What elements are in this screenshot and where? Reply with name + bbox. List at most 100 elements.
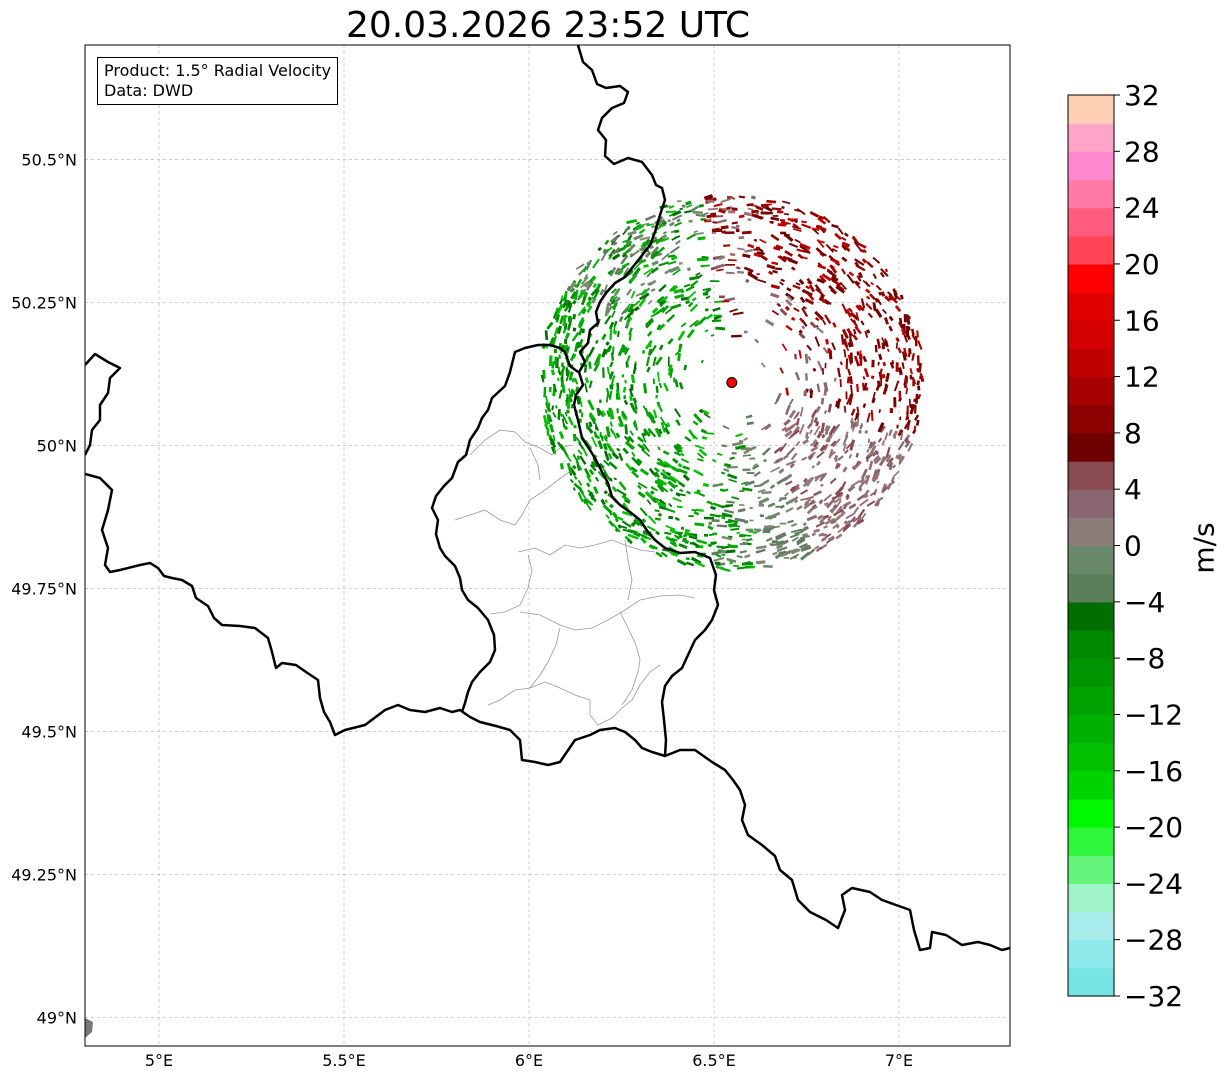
velocity-echo	[835, 533, 843, 540]
velocity-echo	[803, 390, 807, 397]
velocity-echo	[680, 296, 690, 301]
velocity-echo	[781, 426, 788, 432]
velocity-echo	[545, 404, 552, 413]
velocity-echo	[643, 267, 654, 276]
colorbar-segment	[1068, 348, 1114, 378]
velocity-echo	[823, 381, 829, 392]
velocity-echo	[856, 241, 867, 249]
velocity-echo	[754, 338, 760, 344]
velocity-echo	[897, 440, 905, 451]
velocity-echo	[765, 517, 773, 520]
velocity-echo	[783, 556, 790, 559]
velocity-echo	[839, 361, 843, 366]
velocity-echo	[728, 478, 737, 483]
velocity-echo	[905, 325, 910, 337]
velocity-echo	[672, 497, 682, 503]
velocity-echo	[822, 215, 831, 224]
velocity-echo	[547, 402, 551, 408]
velocity-echo	[669, 265, 680, 273]
velocity-echo	[667, 480, 677, 489]
velocity-echo	[676, 443, 682, 448]
velocity-echo	[659, 461, 667, 468]
velocity-echo	[845, 442, 853, 450]
velocity-echo	[838, 494, 844, 498]
lon-tick-label: 6°E	[515, 1051, 543, 1070]
velocity-echo	[894, 305, 902, 313]
velocity-echo	[881, 373, 886, 379]
velocity-echo	[779, 308, 788, 316]
velocity-echo	[678, 382, 684, 390]
velocity-echo	[813, 425, 821, 436]
velocity-echo	[554, 356, 558, 366]
velocity-echo	[674, 379, 679, 388]
velocity-echo	[609, 421, 613, 427]
velocity-echo	[644, 251, 652, 258]
velocity-echo	[747, 272, 759, 281]
velocity-echo	[854, 415, 859, 421]
velocity-echo	[857, 271, 864, 279]
velocity-echo	[798, 329, 803, 334]
velocity-echo	[616, 382, 620, 391]
velocity-echo	[803, 250, 811, 254]
velocity-echo	[816, 238, 825, 249]
velocity-echo	[673, 451, 682, 457]
velocity-echo	[606, 302, 611, 307]
velocity-echo	[883, 317, 889, 325]
velocity-echo	[664, 307, 673, 315]
velocity-echo	[614, 267, 621, 276]
velocity-echo	[674, 221, 682, 227]
velocity-echo	[600, 252, 607, 262]
velocity-echo	[736, 555, 743, 559]
colorbar-segment	[1068, 404, 1114, 434]
velocity-echo	[602, 443, 608, 451]
velocity-echo	[878, 353, 883, 361]
velocity-echo	[665, 525, 676, 531]
velocity-echo	[712, 532, 717, 536]
velocity-echo	[900, 432, 904, 441]
velocity-echo	[888, 294, 898, 304]
velocity-echo	[808, 454, 814, 461]
velocity-echo	[567, 302, 573, 313]
velocity-echo	[647, 515, 657, 525]
velocity-echo	[716, 452, 723, 456]
velocity-echo	[820, 422, 826, 434]
velocity-echo	[579, 289, 585, 298]
velocity-echo	[552, 383, 558, 393]
velocity-echo	[656, 477, 668, 486]
velocity-echo	[778, 446, 784, 451]
velocity-echo	[652, 378, 656, 385]
velocity-echo	[867, 438, 870, 444]
velocity-echo	[828, 285, 838, 295]
velocity-echo	[798, 332, 806, 340]
velocity-echo	[669, 475, 680, 483]
velocity-echo	[909, 375, 913, 380]
velocity-echo	[639, 292, 650, 301]
velocity-echo	[673, 445, 681, 454]
velocity-echo	[689, 275, 699, 281]
velocity-echo	[585, 474, 592, 483]
velocity-echo	[800, 544, 811, 549]
velocity-echo	[872, 397, 876, 404]
velocity-echo	[905, 314, 911, 325]
velocity-echo	[829, 477, 837, 485]
velocity-echo	[715, 263, 725, 269]
velocity-echo	[779, 219, 785, 222]
velocity-echo	[676, 218, 681, 223]
velocity-echo	[604, 344, 612, 354]
velocity-echo	[897, 429, 904, 437]
velocity-echo	[876, 496, 884, 503]
velocity-echo	[626, 539, 633, 545]
velocity-echo	[915, 419, 920, 426]
velocity-echo	[612, 295, 618, 301]
velocity-echo	[585, 296, 594, 306]
velocity-echo	[793, 307, 800, 312]
velocity-echo	[606, 366, 610, 374]
velocity-echo	[744, 520, 749, 524]
velocity-echo	[640, 282, 646, 287]
velocity-echo	[789, 553, 800, 560]
velocity-echo	[880, 268, 889, 277]
velocity-echo	[846, 327, 854, 337]
velocity-echo	[831, 247, 838, 253]
velocity-echo	[661, 468, 667, 474]
velocity-echo	[794, 530, 803, 535]
